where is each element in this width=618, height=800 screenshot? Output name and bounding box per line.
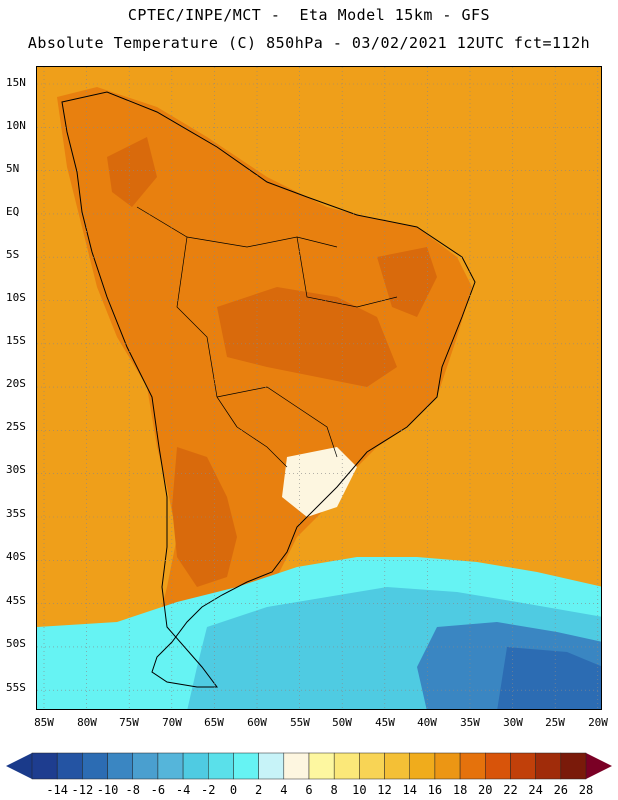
lon-label: 45W: [375, 716, 395, 729]
colorbar-swatch: [459, 752, 486, 780]
colorbar-swatch: [384, 752, 410, 780]
colorbar-label: 2: [255, 783, 263, 797]
lon-label: 30W: [503, 716, 523, 729]
colorbar-label: 28: [578, 783, 594, 797]
lat-label: 35S: [6, 507, 26, 520]
temperature-map: [36, 66, 602, 710]
continent-warm-field: [57, 87, 472, 697]
colorbar-label: 24: [528, 783, 543, 797]
lon-label: 80W: [77, 716, 97, 729]
colorbar-label: 0: [229, 783, 238, 797]
lat-label: 5S: [6, 248, 20, 261]
colorbar-swatch: [233, 752, 259, 780]
lon-label: 70W: [162, 716, 182, 729]
colorbar-label: -10: [96, 783, 119, 797]
hot-core-argentina: [172, 447, 237, 587]
map-title: CPTEC/INPE/MCT - Eta Model 15km - GFS: [127, 6, 491, 24]
colorbar-label: 26: [553, 783, 569, 797]
colorbar-swatch: [283, 752, 310, 780]
lat-label: EQ: [6, 205, 20, 218]
lat-label: 25S: [6, 420, 26, 433]
colorbar-label: 10: [352, 783, 367, 797]
temperature-field: [37, 67, 601, 709]
colorbar-swatches: [31, 752, 587, 780]
colorbar-swatch: [560, 752, 587, 780]
lon-label: 55W: [290, 716, 310, 729]
lon-label: 40W: [417, 716, 437, 729]
lat-label: 5N: [6, 162, 20, 175]
lat-label: 10N: [6, 119, 26, 132]
colorbar-swatch: [107, 752, 133, 780]
colorbar-swatch: [510, 752, 536, 780]
lat-label: 55S: [6, 681, 26, 694]
lat-label: 15N: [6, 76, 26, 89]
lat-label: 40S: [6, 550, 26, 563]
colorbar-swatch: [132, 752, 159, 780]
colorbar-label: -12: [71, 783, 94, 797]
colorbar-swatch: [333, 752, 360, 780]
lat-label: 10S: [6, 291, 26, 304]
cold-air-core: [497, 647, 601, 709]
colorbar-label: 4: [280, 783, 288, 797]
map-subtitle: Absolute Temperature (C) 850hPa - 03/02/…: [27, 34, 591, 52]
colorbar-label: -2: [201, 783, 216, 797]
colorbar-label: 6: [305, 783, 313, 797]
coastline: [61, 91, 476, 688]
lat-label: 45S: [6, 594, 26, 607]
colorbar-swatch: [56, 752, 83, 780]
lat-label: 50S: [6, 637, 26, 650]
lon-label: 50W: [332, 716, 352, 729]
lat-label: 20S: [6, 377, 26, 390]
colorbar-label: -4: [175, 783, 191, 797]
colorbar-swatch: [157, 752, 184, 780]
lat-label: 30S: [6, 463, 26, 476]
colorbar-label: 22: [503, 783, 518, 797]
lon-label: 60W: [247, 716, 267, 729]
hot-core-northeast: [377, 247, 437, 317]
colorbar-swatch: [359, 752, 385, 780]
colorbar-min-arrow: [6, 753, 32, 779]
colorbar-swatch: [409, 752, 436, 780]
lon-label: 65W: [204, 716, 224, 729]
colorbar-label: 16: [427, 783, 443, 797]
lat-label: 15S: [6, 334, 26, 347]
lon-label: 25W: [545, 716, 565, 729]
colorbar-label: 8: [330, 783, 338, 797]
colorbar-label: -6: [150, 783, 166, 797]
colorbar-swatch: [82, 752, 108, 780]
colorbar-max-arrow: [586, 753, 612, 779]
colorbar-label: 18: [452, 783, 468, 797]
temperature-colorbar: [6, 752, 612, 780]
lon-label: 85W: [34, 716, 54, 729]
colorbar-label: 20: [478, 783, 493, 797]
country-borders: [136, 206, 398, 468]
colorbar-label: -8: [125, 783, 140, 797]
colorbar-label: -14: [46, 783, 69, 797]
colorbar-label: 14: [402, 783, 417, 797]
lon-label: 75W: [119, 716, 139, 729]
mild-zone-south-brazil: [282, 447, 357, 517]
colorbar-swatch: [31, 752, 58, 780]
hot-core-central: [217, 287, 397, 387]
colorbar-swatch: [208, 752, 234, 780]
colorbar-swatch: [258, 752, 285, 780]
lon-label: 35W: [460, 716, 480, 729]
colorbar-label: 12: [377, 783, 392, 797]
hot-core-north: [107, 137, 157, 207]
lat-lon-grid: [37, 67, 601, 709]
colorbar-swatch: [182, 752, 209, 780]
colorbar-swatch: [308, 752, 335, 780]
colorbar-swatch: [434, 752, 461, 780]
colorbar-swatch: [485, 752, 511, 780]
colorbar-swatch: [535, 752, 562, 780]
lon-label: 20W: [588, 716, 608, 729]
